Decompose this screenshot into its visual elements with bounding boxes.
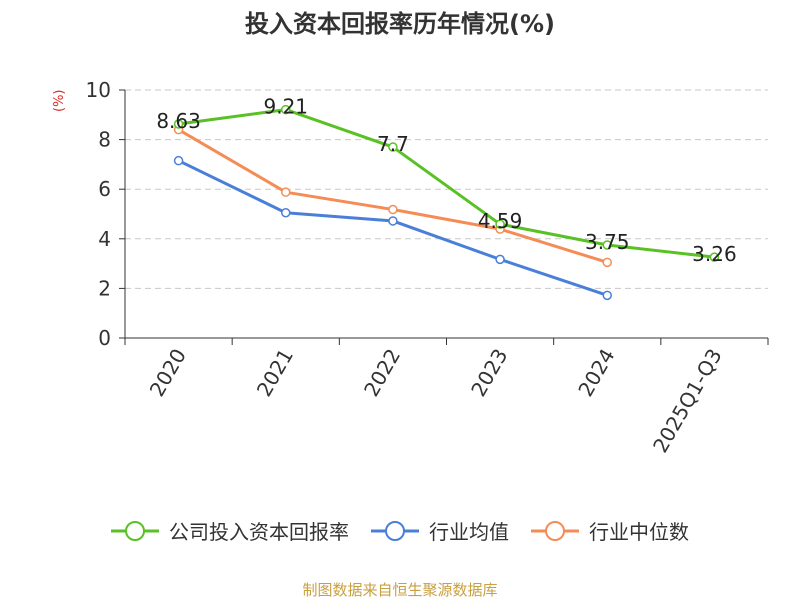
series-layer <box>173 104 720 301</box>
legend-label: 行业均值 <box>429 520 509 544</box>
x-tick-label: 2024 <box>573 345 619 401</box>
data-label-layer: 8.63 9.21 7.7 4.59 3.75 3.26 <box>156 95 736 267</box>
data-label: 7.7 <box>377 132 409 156</box>
data-label: 9.21 <box>263 95 308 119</box>
y-tick-label: 8 <box>98 128 111 152</box>
data-label: 3.75 <box>585 230 630 254</box>
data-label: 3.26 <box>692 242 737 266</box>
y-tick-label: 4 <box>98 227 111 251</box>
grid-layer <box>125 89 768 289</box>
legend-swatch <box>371 520 419 541</box>
legend-label: 公司投入资本回报率 <box>169 520 349 544</box>
data-point <box>388 142 398 152</box>
x-tick-label: 2020 <box>145 345 191 401</box>
x-tick-label: 2025Q1-Q3 <box>648 345 727 457</box>
legend-swatch-marker <box>385 520 405 541</box>
x-tick-label: 2023 <box>466 345 512 401</box>
data-point <box>495 254 505 265</box>
data-label: 4.59 <box>478 209 523 233</box>
legend-item[interactable]: 公司投入资本回报率 <box>111 516 349 545</box>
legend-label: 行业中位数 <box>589 520 689 544</box>
y-tick-label: 0 <box>98 326 111 350</box>
data-point <box>602 240 612 250</box>
legend-item[interactable]: 行业中位数 <box>531 516 689 545</box>
legend-swatch-marker <box>545 520 565 541</box>
data-point <box>495 219 505 229</box>
data-label: 8.63 <box>156 109 201 133</box>
legend: 公司投入资本回报率 行业均值 行业中位数 <box>0 516 800 545</box>
legend-swatch-marker <box>125 520 145 541</box>
data-point <box>388 216 398 226</box>
data-point <box>173 155 184 166</box>
data-point <box>281 104 291 115</box>
y-tick-label: 10 <box>86 78 111 102</box>
data-point <box>173 119 184 129</box>
chart-title: 投入资本回报率历年情况(%) <box>245 10 555 38</box>
data-point <box>709 252 720 262</box>
series-line <box>178 108 715 259</box>
data-point <box>281 208 291 218</box>
source-note: 制图数据来自恒生聚源数据库 <box>302 581 498 599</box>
data-point <box>388 204 398 215</box>
legend-swatch <box>531 520 579 541</box>
y-tick-label: 6 <box>98 177 111 201</box>
legend-swatch <box>111 520 159 541</box>
legend-item[interactable]: 行业均值 <box>371 516 509 545</box>
series-line <box>177 159 608 297</box>
y-tick-label: 2 <box>98 276 111 300</box>
x-tick-label: 2021 <box>252 345 298 401</box>
data-point <box>602 257 612 268</box>
x-tick-label: 2022 <box>359 345 405 401</box>
data-point <box>281 187 291 197</box>
data-point <box>602 290 612 301</box>
